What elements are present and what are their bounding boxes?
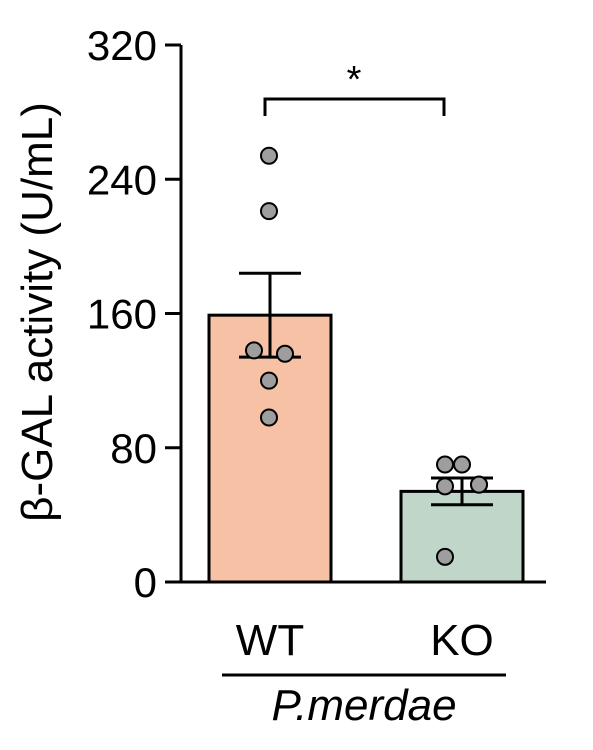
- x-category-label: KO: [430, 616, 494, 665]
- y-tick-label: 80: [110, 425, 157, 472]
- bars: [207, 313, 525, 584]
- data-point: [276, 344, 294, 363]
- y-ticks: [165, 43, 181, 584]
- data-point: [260, 408, 278, 427]
- bar-ko: [399, 489, 525, 584]
- y-tick-label: 0: [134, 559, 157, 606]
- data-point: [260, 146, 278, 165]
- data-point: [245, 341, 263, 360]
- y-tick-label: 320: [87, 22, 157, 69]
- group-label: P.merdae: [271, 681, 456, 730]
- y-axis-title: β-GAL activity (U/mL): [13, 102, 62, 522]
- data-point: [436, 455, 454, 474]
- y-tick-label: 240: [87, 156, 157, 203]
- data-point: [453, 455, 471, 474]
- data-point: [260, 202, 278, 221]
- significance-marker: *: [347, 59, 362, 101]
- x-category-label: WT: [236, 616, 304, 665]
- significance-bracket: [263, 97, 446, 116]
- bar-wt: [207, 313, 333, 584]
- data-point: [436, 477, 454, 496]
- data-point: [470, 475, 488, 494]
- y-tick-label: 160: [87, 291, 157, 338]
- data-points: [245, 146, 488, 566]
- data-point: [436, 547, 454, 566]
- data-point: [260, 371, 278, 390]
